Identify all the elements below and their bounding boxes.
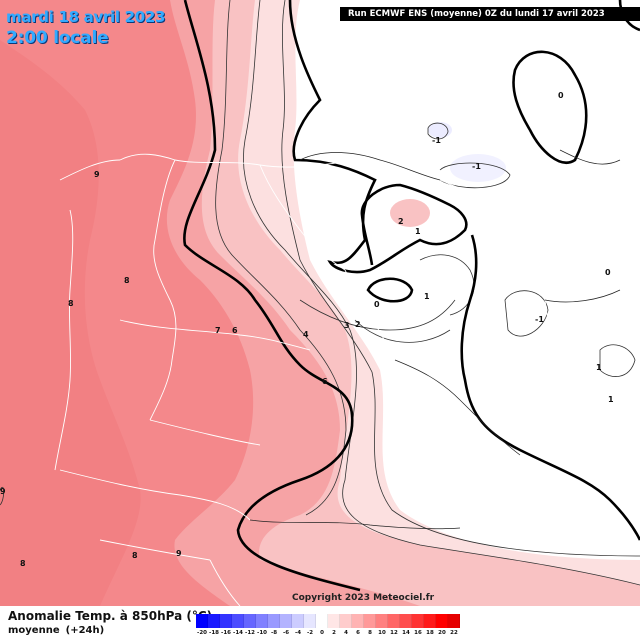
map-label: 4: [303, 330, 309, 339]
map-label: 1: [608, 395, 614, 404]
map-label: -1: [432, 136, 441, 145]
scale-tick-label: 22: [450, 630, 458, 636]
map-label: 0: [374, 300, 380, 309]
borders: [54, 153, 640, 606]
map-label: 1: [424, 292, 430, 301]
map-label: 8: [132, 551, 138, 560]
scale-swatch: [376, 614, 388, 628]
map-label: 1: [415, 227, 421, 236]
map-label: 2: [355, 320, 361, 329]
scale-swatch: [232, 614, 244, 628]
scale-swatch: [244, 614, 256, 628]
map-label: 9: [176, 549, 182, 558]
scale-swatch: [316, 614, 328, 628]
cool-patch-b: [450, 154, 506, 182]
scale-swatch: [364, 614, 376, 628]
scale-tick-label: -16: [221, 630, 231, 636]
scale-tick-label: -4: [294, 630, 302, 636]
scale-tick-label: 20: [438, 630, 446, 636]
map-label: 1: [596, 363, 602, 372]
scale-swatch: [280, 614, 292, 628]
scale-swatch: [268, 614, 280, 628]
legend-sub-label: moyenne: [8, 625, 60, 636]
map-label: -1: [472, 162, 481, 171]
scale-swatch: [400, 614, 412, 628]
thin-contours: [0, 0, 640, 586]
map-label: 3: [344, 321, 350, 330]
map-label: 7: [215, 326, 221, 335]
map-label: 8: [124, 276, 130, 285]
map-label: 8: [20, 559, 26, 568]
scale-tick-label: -2: [306, 630, 314, 636]
scale-tick-label: -14: [233, 630, 243, 636]
temperature-anomaly-map: 9 8 8 7 6 6 4 3 2 2 1 1 0 0 0 -1 -1 -1 1…: [0, 0, 640, 606]
scale-tick-label: -10: [257, 630, 267, 636]
scale-swatch: [304, 614, 316, 628]
scale-tick-label: -18: [209, 630, 219, 636]
color-scale-ticks: -20 -18 -16 -14 -12 -10 -8 -6 -4 -2 0 2 4 6 8 10 12 14 16 1…: [196, 630, 460, 640]
legend-title: Anomalie Temp. à 850hPa (°C): [8, 609, 213, 623]
scale-swatch: [388, 614, 400, 628]
scale-tick-label: -8: [270, 630, 278, 636]
copyright-notice: Copyright 2023 Meteociel.fr: [292, 593, 435, 603]
scale-swatch: [436, 614, 448, 628]
scale-swatch: [256, 614, 268, 628]
borders-dark: [249, 149, 621, 530]
scale-swatch: [424, 614, 436, 628]
warm-patch-center: [390, 199, 430, 227]
scale-swatch: [412, 614, 424, 628]
scale-swatch: [448, 614, 460, 628]
scale-swatch: [196, 614, 208, 628]
scale-swatch: [328, 614, 340, 628]
map-label: 6: [322, 377, 328, 386]
forecast-date: mardi 18 avril 2023: [6, 8, 166, 26]
scale-swatch: [292, 614, 304, 628]
scale-tick-label: 16: [414, 630, 422, 636]
scale-tick-label: 18: [426, 630, 434, 636]
scale-tick-label: 12: [390, 630, 398, 636]
scale-tick-label: 8: [368, 630, 372, 636]
scale-tick-label: 2: [332, 630, 336, 636]
forecast-time: 2:00 locale: [6, 28, 109, 48]
map-label: 8: [68, 299, 74, 308]
scale-tick-label: 0: [320, 630, 324, 636]
legend-subtitle: moyenne (+24h): [8, 625, 110, 636]
map-label: 0: [605, 268, 611, 277]
anomaly-band-deep: [0, 40, 141, 606]
map-label: 0: [558, 91, 564, 100]
legend: Anomalie Temp. à 850hPa (°C) moyenne (+24…: [0, 606, 640, 640]
contour-labels: 9 8 8 7 6 6 4 3 2 2 1 1 0 0 0 -1 -1 -1 1…: [0, 91, 614, 568]
map-label: -1: [535, 315, 544, 324]
legend-sub-offset: (+24h): [65, 625, 105, 636]
scale-swatch: [208, 614, 220, 628]
cool-patch-a: [428, 122, 452, 138]
map-label: 9: [94, 170, 100, 179]
scale-swatch: [220, 614, 232, 628]
scale-tick-label: 4: [344, 630, 348, 636]
scale-tick-label: 6: [356, 630, 360, 636]
map-label: 9: [0, 487, 6, 496]
map-label: 2: [398, 217, 404, 226]
map-label: 6: [232, 326, 238, 335]
scale-swatch: [340, 614, 352, 628]
run-info-banner: Run ECMWF ENS (moyenne) 0Z du lundi 17 a…: [340, 7, 640, 21]
scale-tick-label: 14: [402, 630, 410, 636]
scale-tick-label: -6: [282, 630, 290, 636]
scale-swatch: [352, 614, 364, 628]
scale-tick-label: 10: [378, 630, 386, 636]
scale-tick-label: -20: [197, 630, 207, 636]
color-scale: [196, 614, 460, 628]
scale-tick-label: -12: [245, 630, 255, 636]
